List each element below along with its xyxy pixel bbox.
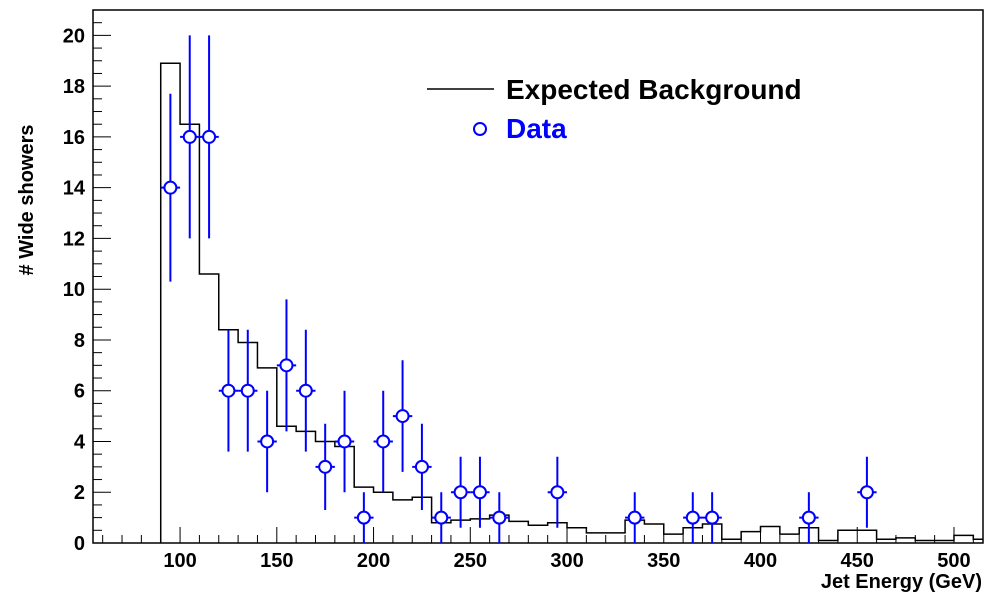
x-tick-label: 450 (841, 550, 874, 572)
data-marker (182, 129, 197, 144)
data-marker (414, 459, 429, 474)
data-marker (318, 459, 333, 474)
legend-data-marker (473, 122, 487, 136)
data-point (218, 329, 239, 452)
data-point (625, 492, 645, 543)
data-marker (202, 129, 217, 144)
data-point (276, 299, 297, 432)
data-marker (376, 434, 391, 449)
y-tick-label: 14 (63, 178, 86, 200)
legend-background-label: Expected Background (506, 74, 802, 105)
data-point (373, 390, 393, 493)
y-tick-label: 0 (74, 533, 85, 555)
x-tick-label: 150 (260, 550, 293, 572)
data-point (315, 423, 335, 511)
data-marker (221, 383, 236, 398)
data-marker (298, 383, 313, 398)
y-tick-label: 18 (63, 76, 85, 98)
data-marker (685, 510, 700, 525)
x-tick-label: 100 (163, 550, 196, 572)
data-marker (859, 485, 874, 500)
x-tick-label: 350 (647, 550, 680, 572)
data-point (238, 329, 258, 452)
data-point (334, 390, 355, 493)
data-point (450, 456, 471, 528)
legend-data-label: Data (506, 113, 567, 144)
x-tick-label: 500 (937, 550, 970, 572)
data-marker (705, 510, 720, 525)
data-marker (260, 434, 275, 449)
data-marker (453, 485, 468, 500)
data-point (199, 35, 219, 239)
data-marker (472, 485, 487, 500)
data-marker (492, 510, 507, 525)
y-tick-label: 12 (63, 228, 85, 250)
y-axis-title: # Wide showers (16, 125, 38, 276)
data-point (431, 492, 451, 543)
y-tick-label: 2 (74, 482, 85, 504)
y-tick-label: 16 (63, 127, 85, 149)
data-point (257, 390, 277, 493)
data-point (354, 492, 374, 543)
data-point (489, 492, 509, 543)
data-point (412, 423, 432, 511)
data-point (392, 360, 413, 472)
data-marker (337, 434, 352, 449)
x-tick-label: 200 (357, 550, 390, 572)
data-marker (395, 409, 410, 424)
data-point (470, 456, 490, 528)
data-marker (240, 383, 255, 398)
y-axis-ticks: 0 2 4 6 8 10 12 14 16 18 20 (63, 9, 111, 555)
x-tick-label: 250 (454, 550, 487, 572)
data-points (160, 35, 877, 543)
x-tick-label: 300 (550, 550, 583, 572)
background-step-line (159, 62, 983, 543)
y-tick-label: 10 (63, 279, 85, 301)
data-marker (801, 510, 816, 525)
y-tick-label: 8 (74, 330, 85, 352)
data-marker (279, 358, 294, 373)
background-histogram (159, 62, 983, 543)
data-marker (627, 510, 642, 525)
data-point (296, 329, 316, 452)
y-tick-label: 4 (74, 431, 86, 453)
data-marker (434, 510, 449, 525)
x-tick-label: 400 (744, 550, 777, 572)
data-point (857, 456, 877, 528)
x-axis-title: Jet Energy (GeV) (821, 571, 982, 593)
data-point (702, 492, 722, 543)
data-point (160, 93, 181, 282)
data-marker (356, 510, 371, 525)
data-point (683, 492, 703, 543)
y-tick-label: 6 (74, 381, 85, 403)
y-tick-label: 20 (63, 25, 85, 47)
data-marker (163, 180, 178, 195)
data-marker (550, 485, 565, 500)
data-point (799, 492, 819, 543)
legend: Expected Background Data (427, 74, 802, 144)
data-point (547, 456, 568, 528)
data-point (180, 35, 200, 239)
x-axis-ticks: 100 150 200 250 300 350 400 450 500 (102, 527, 974, 572)
